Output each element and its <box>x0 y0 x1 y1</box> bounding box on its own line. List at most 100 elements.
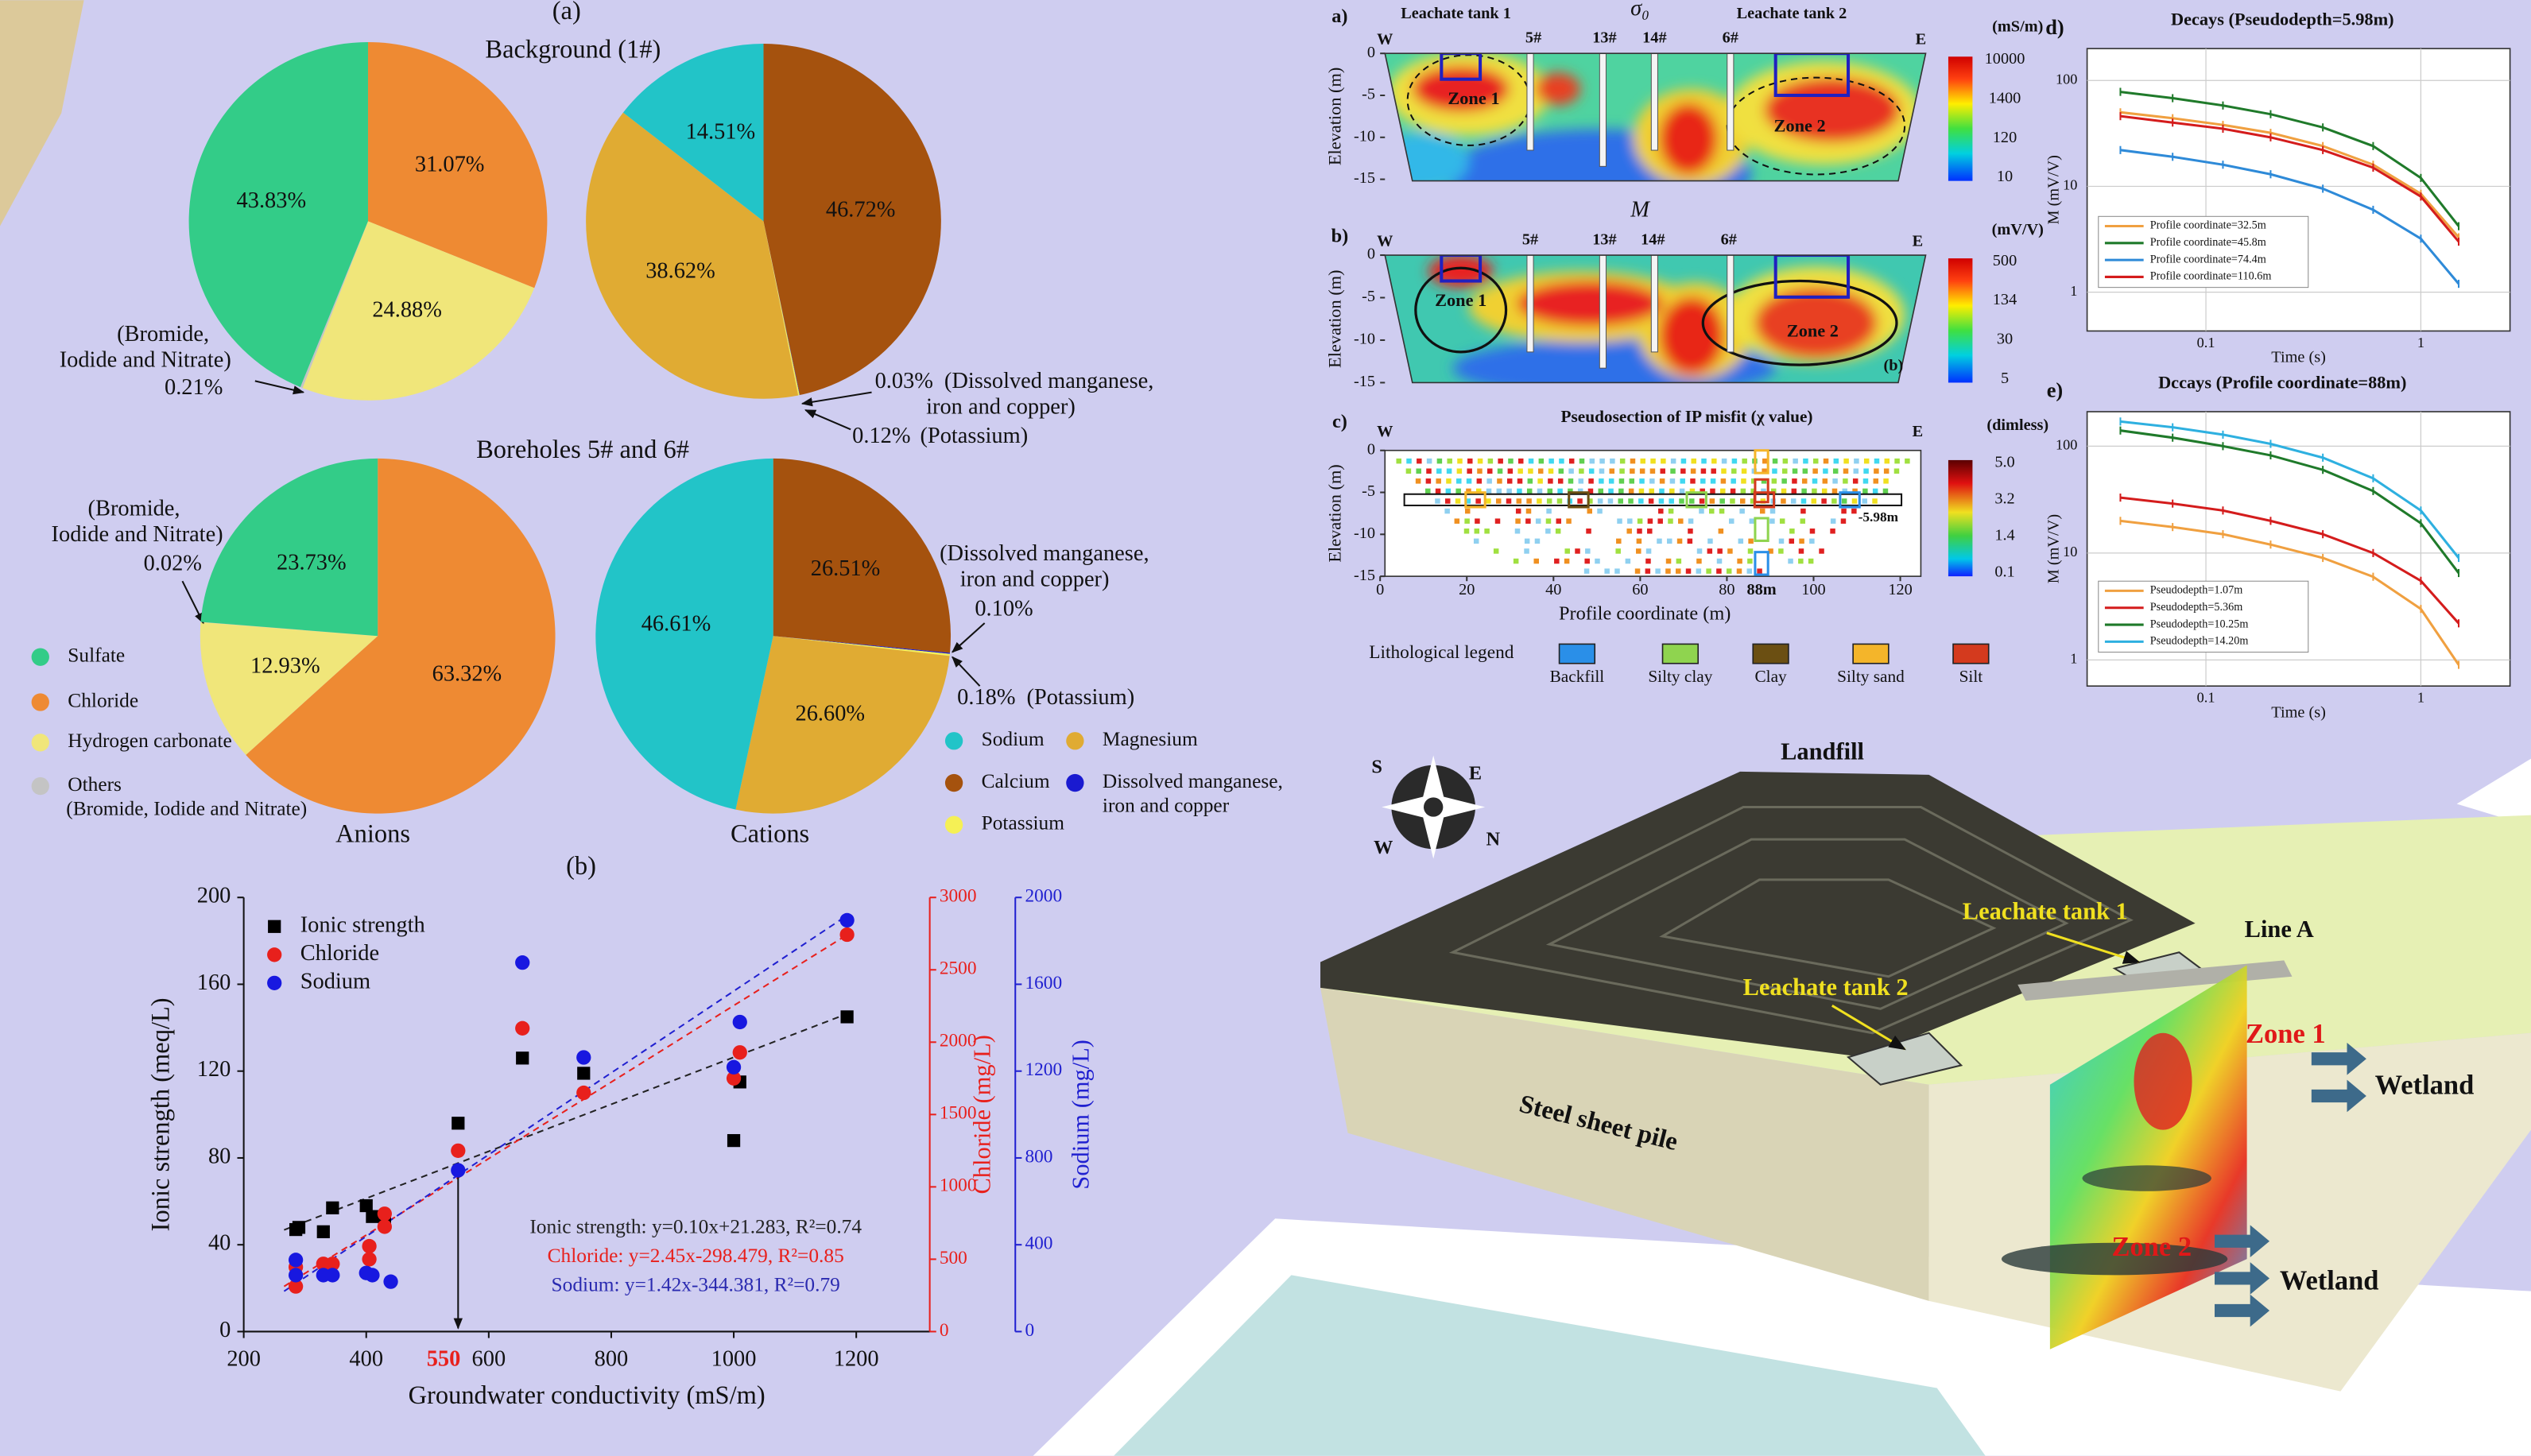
misfit-dot <box>1568 478 1573 483</box>
callout-arrow <box>802 393 871 404</box>
legend-label: Profile coordinate=74.4m <box>2150 253 2266 265</box>
y2-tick-label: 500 <box>940 1248 967 1268</box>
section-top-label: Leachate tank 2 <box>1737 5 1847 22</box>
misfit-dot <box>1525 518 1530 523</box>
section-top-label: 13# <box>1592 230 1616 248</box>
point <box>452 1117 464 1129</box>
misfit-dot <box>1830 529 1835 533</box>
column-title: Anions <box>335 820 410 849</box>
misfit-dot <box>1701 459 1706 463</box>
misfit-dot <box>1628 498 1633 503</box>
y-axis-title: Elevation (m) <box>1324 270 1344 368</box>
misfit-dot <box>1688 518 1693 523</box>
colorbar-label: 1400 <box>1989 89 2021 106</box>
misfit-dot <box>1832 478 1837 483</box>
compass-label: N <box>1486 829 1501 850</box>
misfit-dot <box>1646 548 1651 553</box>
colorbar-unit: (mS/m) <box>1992 17 2043 35</box>
section-title: M <box>1630 198 1650 223</box>
y3-axis-title: Sodium (mg/L) <box>1068 1040 1095 1190</box>
point <box>326 1202 339 1214</box>
x-axis-title: Time (s) <box>2271 349 2326 366</box>
misfit-dot <box>1649 478 1654 483</box>
misfit-dot <box>1697 548 1702 553</box>
misfit-dot <box>1588 478 1593 483</box>
value-label: 63.32% <box>432 662 502 687</box>
misfit-dot <box>1802 478 1807 483</box>
point <box>451 1144 465 1158</box>
misfit-dot <box>1737 568 1742 573</box>
misfit-dot <box>1447 468 1452 473</box>
misfit-dot <box>1585 548 1590 553</box>
legend-label: Silty sand <box>1837 667 1905 686</box>
point <box>727 1134 740 1147</box>
diagram-label: Zone 1 <box>2246 1019 2326 1049</box>
misfit-dot <box>1843 478 1847 483</box>
misfit-dot <box>1727 568 1731 573</box>
section-top-label: W <box>1377 232 1393 250</box>
legend-swatch <box>32 693 49 711</box>
section-top-label: E <box>1913 423 1924 440</box>
misfit-dot <box>1711 478 1715 483</box>
y-axis-title: M (mV/V) <box>2045 514 2063 583</box>
misfit-dot <box>1569 459 1574 463</box>
x-tick-label: 20 <box>1459 581 1475 598</box>
misfit-dot <box>1641 459 1645 463</box>
misfit-dot <box>1660 478 1665 483</box>
callout-arrow <box>182 581 203 623</box>
misfit-dot <box>1465 509 1470 513</box>
misfit-dot <box>1618 489 1623 494</box>
misfit-dot <box>1668 518 1672 523</box>
misfit-dot <box>1526 509 1531 513</box>
legend-label: Silty clay <box>1648 667 1712 686</box>
misfit-dot <box>1456 478 1461 483</box>
misfit-dot <box>1498 459 1502 463</box>
colorbar <box>1948 258 1972 382</box>
misfit-dot <box>1691 459 1696 463</box>
misfit-dot <box>1808 559 1813 563</box>
misfit-dot <box>1812 478 1817 483</box>
misfit-dot <box>1905 459 1909 463</box>
misfit-dot <box>1590 459 1595 463</box>
misfit-dot <box>1781 498 1785 503</box>
y-tick-label: -5 <box>1362 482 1375 500</box>
misfit-dot <box>1854 468 1859 473</box>
x-tick-label: 1200 <box>834 1347 879 1372</box>
y-tick-label: -10 <box>1354 525 1375 542</box>
misfit-dot <box>1559 468 1564 473</box>
misfit-dot <box>1853 478 1858 483</box>
misfit-dot <box>1587 509 1591 513</box>
misfit-dot <box>1627 518 1632 523</box>
value-label: 46.61% <box>641 612 711 637</box>
misfit-dot <box>1615 548 1620 553</box>
callout-text: Iodide and Nitrate) <box>52 522 223 547</box>
misfit-dot <box>1614 568 1619 573</box>
misfit-dot <box>1649 489 1653 494</box>
misfit-dot <box>1517 478 1522 483</box>
misfit-dot <box>1719 509 1724 513</box>
misfit-dot <box>1661 459 1665 463</box>
legend-swatch <box>268 920 281 933</box>
misfit-dot <box>1657 518 1662 523</box>
misfit-dot <box>1618 498 1622 503</box>
misfit-dot <box>1566 518 1571 523</box>
misfit-dot <box>1717 559 1722 563</box>
colorbar-label: 120 <box>1993 129 2017 146</box>
misfit-dot <box>1727 548 1732 553</box>
misfit-dot <box>1536 518 1541 523</box>
misfit-dot <box>1609 478 1614 483</box>
misfit-dot <box>1799 539 1804 544</box>
misfit-dot <box>1883 478 1888 483</box>
misfit-dot <box>1425 489 1430 494</box>
point <box>325 1268 339 1282</box>
misfit-dot <box>1874 459 1879 463</box>
legend-swatch <box>267 976 281 990</box>
x-tick-label: 1 <box>2417 335 2424 350</box>
y3-tick-label: 800 <box>1025 1146 1052 1167</box>
misfit-dot <box>1852 498 1857 503</box>
y-tick-label: 200 <box>197 884 231 908</box>
y-tick-label: 0 <box>1367 440 1375 458</box>
misfit-dot <box>1799 548 1804 553</box>
point <box>317 1226 330 1238</box>
y2-tick-label: 2500 <box>940 958 977 979</box>
